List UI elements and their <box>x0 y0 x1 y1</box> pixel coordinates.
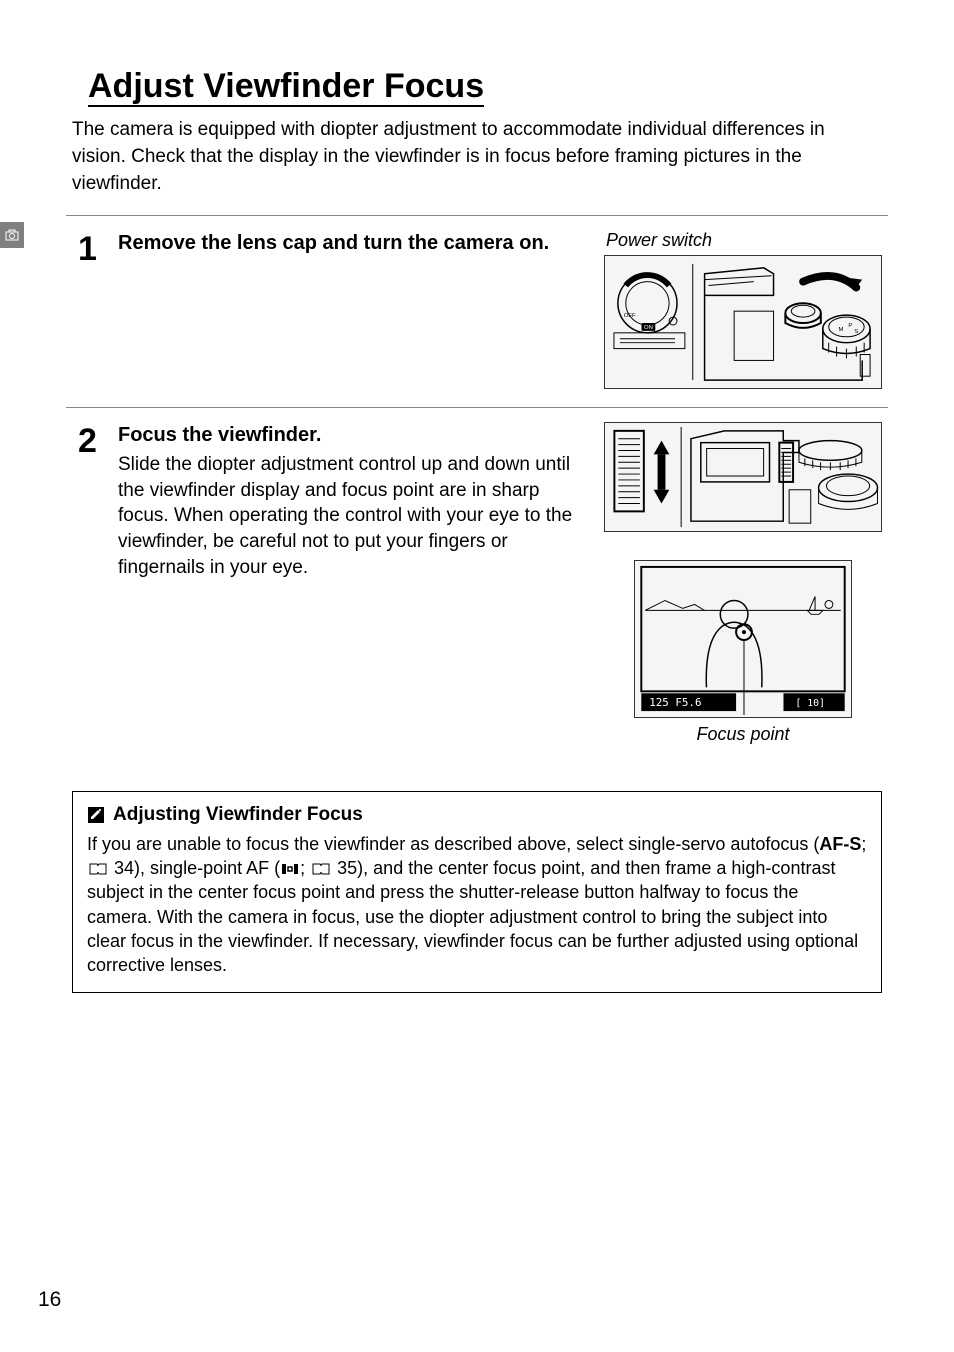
page-ref-icon-2 <box>312 863 330 875</box>
svg-text:P: P <box>848 323 852 329</box>
svg-text:OFF: OFF <box>624 313 636 319</box>
page-number: 16 <box>38 1288 61 1312</box>
step-1-title: Remove the lens cap and turn the camera … <box>118 230 592 256</box>
svg-text:125 F5.6: 125 F5.6 <box>649 696 701 709</box>
note-ref1: 34 <box>114 858 134 878</box>
diopter-adjust-illustration <box>604 422 882 532</box>
step-2-caption: Focus point <box>696 724 789 745</box>
step-2-desc: Slide the diopter adjustment control up … <box>118 452 592 580</box>
note-body: If you are unable to focus the viewfinde… <box>87 832 867 978</box>
note-ref2: 35 <box>337 858 357 878</box>
step-1: 1 Remove the lens cap and turn the camer… <box>72 216 882 407</box>
viewfinder-display-illustration: 125 F5.6 [ 10] <box>634 560 852 718</box>
afs-label: AF-S <box>819 834 861 854</box>
page-container: Adjust Viewfinder Focus The camera is eq… <box>0 0 954 1352</box>
step-1-text: Remove the lens cap and turn the camera … <box>118 230 604 389</box>
power-switch-illustration: ON ON OFF <box>604 255 882 389</box>
svg-text:M: M <box>839 327 844 333</box>
step-1-number: 1 <box>72 230 118 389</box>
step-1-body: Remove the lens cap and turn the camera … <box>118 230 882 389</box>
note-ref2-pre: ; <box>300 858 310 878</box>
page-heading: Adjust Viewfinder Focus <box>88 68 484 107</box>
note-title: Adjusting Viewfinder Focus <box>113 802 363 828</box>
step-1-figure: Power switch ON ON OFF <box>604 230 882 389</box>
note-mid1: ), single-point AF ( <box>134 858 280 878</box>
step-2-title: Focus the viewfinder. <box>118 422 592 448</box>
step-2-number: 2 <box>72 422 118 745</box>
step-2-body: Focus the viewfinder. Slide the diopter … <box>118 422 882 745</box>
svg-text:ON: ON <box>644 325 653 331</box>
step-2: 2 Focus the viewfinder. Slide the diopte… <box>72 408 882 763</box>
page-ref-icon <box>89 863 107 875</box>
step-2-text: Focus the viewfinder. Slide the diopter … <box>118 422 604 745</box>
note-ref1-pre: ; <box>861 834 866 854</box>
svg-text:S: S <box>854 329 858 335</box>
step-1-caption: Power switch <box>604 230 712 251</box>
pencil-note-icon <box>87 806 105 824</box>
note-box: Adjusting Viewfinder Focus If you are un… <box>72 791 882 992</box>
note-body-pre: If you are unable to focus the viewfinde… <box>87 834 819 854</box>
af-symbol <box>280 858 300 878</box>
svg-text:[ 10]: [ 10] <box>795 698 825 709</box>
intro-paragraph: The camera is equipped with diopter adju… <box>72 117 882 197</box>
step-2-figure: 125 F5.6 [ 10] Focus point <box>604 422 882 745</box>
note-title-row: Adjusting Viewfinder Focus <box>87 802 867 828</box>
